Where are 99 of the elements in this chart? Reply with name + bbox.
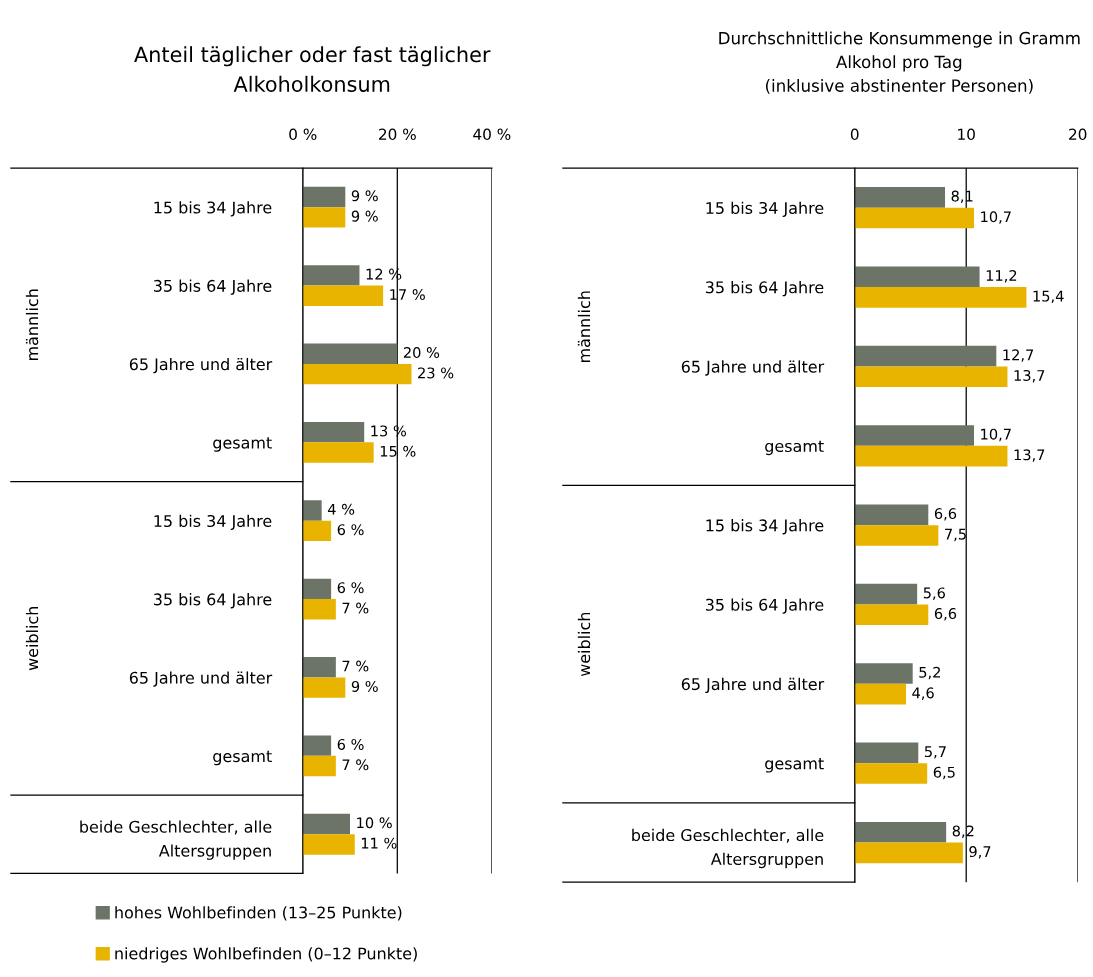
- bar: [302, 755, 336, 777]
- bar: [302, 343, 398, 364]
- bar: [854, 683, 907, 705]
- bar: [854, 742, 919, 764]
- bar: [854, 287, 1027, 308]
- data-label: 4,6: [912, 687, 934, 700]
- x-tick-label: 40 %: [473, 128, 511, 141]
- bar: [854, 425, 975, 446]
- data-label: 7,5: [945, 528, 966, 542]
- y-tick-label: 15 bis 34 Jahre: [154, 201, 272, 217]
- bar: [854, 763, 928, 784]
- bar: [854, 504, 929, 526]
- data-label: 13,7: [1014, 449, 1045, 462]
- bar: [302, 207, 346, 228]
- chart-title: Durchschnittliche Konsummenge in Gramm Alkohol pro Tag (inklusive abstinenter Personen): [719, 31, 1080, 94]
- data-label: 4 %: [327, 503, 355, 515]
- bar: [302, 657, 336, 678]
- bar: [302, 442, 374, 463]
- y-tick-label: gesamt: [765, 440, 824, 456]
- bar: [302, 500, 322, 521]
- y-tick-label: 15 bis 34 Jahre: [706, 201, 824, 217]
- data-label: 5,7: [924, 746, 946, 759]
- x-tick-label: 0: [850, 128, 859, 141]
- legend-label: hohes Wohlbefinden (13–25 Punkte): [115, 906, 402, 921]
- data-label: 9 %: [351, 190, 378, 202]
- data-label: 10,7: [981, 428, 1011, 442]
- x-tick-label: 20: [1069, 128, 1087, 141]
- data-label: 10,7: [981, 211, 1011, 224]
- y-tick-label: 15 bis 34 Jahre: [706, 519, 824, 535]
- data-label: 9 %: [351, 210, 378, 222]
- bar: [854, 821, 947, 843]
- data-label: 7 %: [342, 759, 369, 771]
- data-label: 11 %: [361, 837, 397, 849]
- bar: [854, 266, 980, 288]
- y-tick-label: 65 Jahre und älter: [681, 677, 825, 694]
- text: weiblich: [25, 607, 39, 671]
- data-label: 6,6: [934, 608, 957, 621]
- data-label: 9 %: [351, 680, 378, 692]
- y-tick-label: 65 Jahre und älter: [129, 357, 273, 374]
- bar: [302, 186, 346, 208]
- y-tick-label: gesamt: [765, 758, 824, 773]
- data-label: 6 %: [337, 582, 364, 594]
- chart-title: Anteil täglicher oder fast täglicher Alkoholkonsum: [134, 46, 491, 92]
- data-label: 10 %: [357, 817, 392, 829]
- x-tick-label: 20 %: [379, 128, 416, 141]
- bar: [854, 366, 1008, 388]
- data-label: 7 %: [342, 660, 369, 672]
- data-label: 11,2: [986, 269, 1017, 283]
- data-label: 13,7: [1014, 369, 1045, 383]
- data-label: 7 %: [342, 602, 369, 614]
- bar: [854, 525, 939, 546]
- data-label: 15,4: [1033, 290, 1064, 304]
- bar: [302, 813, 351, 835]
- data-label: 6 %: [337, 524, 364, 536]
- data-label: 6 %: [337, 738, 364, 750]
- bar: [302, 677, 346, 698]
- bar: [854, 842, 963, 864]
- data-label: 15 %: [380, 445, 416, 457]
- data-label: 5,2: [919, 666, 940, 680]
- bar: [854, 207, 975, 229]
- y-tick-label: beide Geschlechter, alle Altersgruppen: [632, 828, 824, 869]
- bar: [302, 421, 365, 443]
- bar: [302, 599, 336, 620]
- y-tick-label: 35 bis 64 Jahre: [153, 279, 272, 295]
- y-tick-label: beide Geschlechter, alle Altersgruppen: [80, 820, 272, 860]
- y-tick-label: gesamt: [213, 437, 272, 452]
- bar: [302, 735, 332, 756]
- x-tick-label: 0 %: [289, 128, 317, 141]
- data-label: 23 %: [418, 367, 454, 379]
- y-tick-label: 65 Jahre und älter: [129, 671, 273, 687]
- bar: [854, 187, 946, 208]
- bar: [854, 604, 929, 626]
- bar: [302, 834, 355, 855]
- y-tick-label: gesamt: [213, 750, 272, 766]
- y-tick-label: 35 bis 64 Jahre: [705, 281, 824, 297]
- bar: [302, 520, 332, 542]
- y-tick-label: 15 bis 34 Jahre: [154, 514, 272, 531]
- data-label: 20 %: [403, 347, 440, 359]
- bar: [854, 345, 997, 367]
- data-label: 12,7: [1003, 349, 1034, 362]
- bar: [302, 578, 332, 600]
- data-label: 6,5: [933, 766, 955, 780]
- data-label: 5,6: [923, 587, 945, 600]
- bar: [302, 285, 384, 306]
- bar: [302, 363, 412, 385]
- data-label: 6,6: [934, 508, 957, 521]
- y-tick-label: 35 bis 64 Jahre: [153, 593, 272, 609]
- bar: [854, 663, 913, 684]
- legend-label: niedriges Wohlbefinden (0–12 Punkte): [115, 947, 417, 963]
- bar: [302, 265, 360, 286]
- y-tick-label: 65 Jahre und älter: [681, 360, 825, 376]
- bar: [854, 583, 918, 605]
- y-tick-label: 35 bis 64 Jahre: [705, 598, 824, 614]
- data-label: 9,7: [969, 846, 991, 859]
- text: männlich: [577, 291, 591, 362]
- x-tick-label: 10: [958, 128, 975, 141]
- text: weiblich: [577, 612, 591, 677]
- text: männlich: [25, 289, 39, 361]
- bar: [854, 445, 1008, 467]
